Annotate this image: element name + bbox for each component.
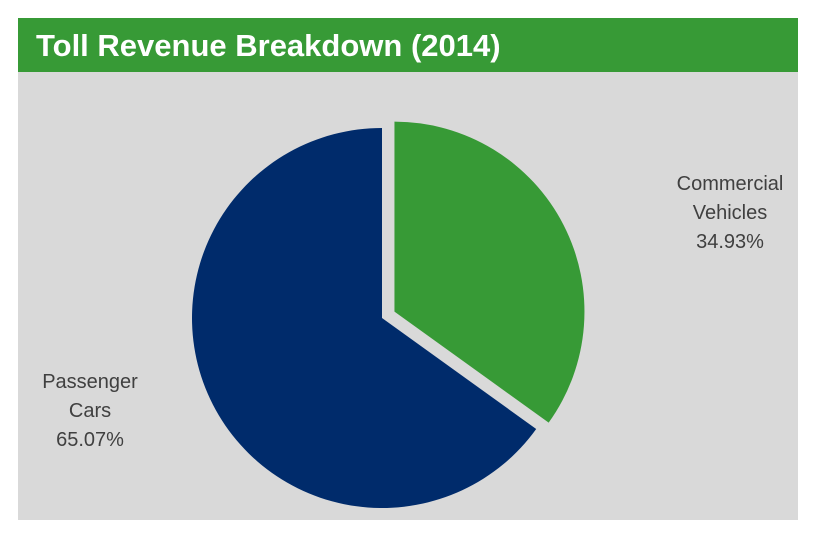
value-label: 65.07% <box>56 429 124 451</box>
category-label: Passenger Cars <box>42 371 138 422</box>
category-label: Commercial Vehicles <box>676 173 784 224</box>
data-label: Commercial Vehicles 34.93% <box>655 170 805 257</box>
value-label: 34.93% <box>696 231 764 253</box>
data-label: Passenger Cars 65.07% <box>15 368 165 455</box>
pie-slice <box>394 121 585 423</box>
pie-slice <box>192 128 537 508</box>
chart-title: Toll Revenue Breakdown (2014) <box>18 18 798 72</box>
